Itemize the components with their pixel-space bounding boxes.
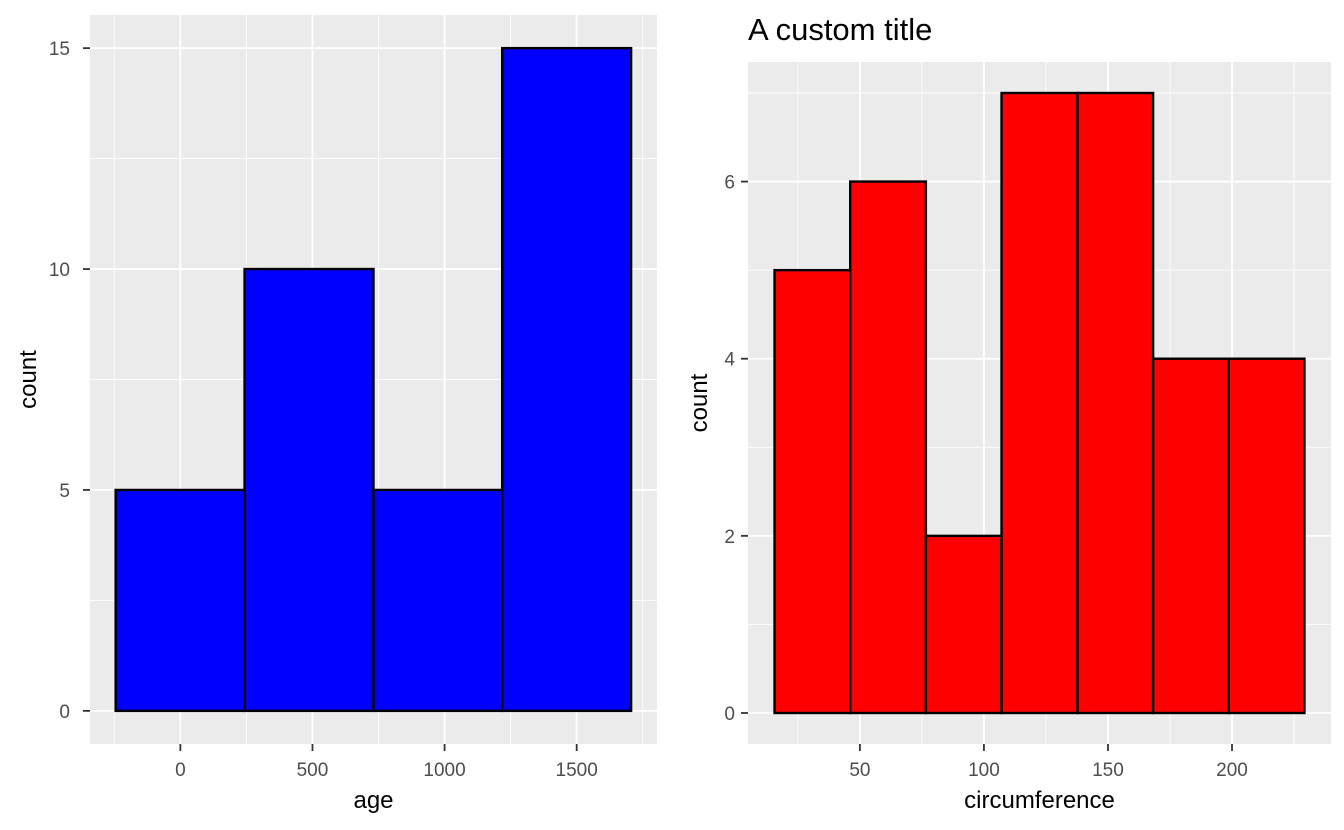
y-axis-title: count xyxy=(15,350,42,409)
histogram-bar xyxy=(1151,357,1230,715)
histogram-bar xyxy=(500,46,633,713)
plot-title: A custom title xyxy=(748,12,932,47)
x-tick-label: 0 xyxy=(175,760,186,781)
y-tick-label: 5 xyxy=(59,481,70,502)
x-tick-label: 100 xyxy=(968,760,1000,781)
histogram-bar xyxy=(114,488,246,713)
histogram-bar xyxy=(1000,91,1079,715)
histogram-bar xyxy=(849,180,928,715)
x-tick-label: 500 xyxy=(297,760,329,781)
y-tick-label: 0 xyxy=(724,704,735,725)
histogram-bar xyxy=(243,267,375,713)
age-histogram-panel: 0 5 10 15 0 500 1000 1500 age count xyxy=(15,15,657,814)
x-tick-label: 50 xyxy=(849,760,870,781)
histogram-bar xyxy=(773,268,852,715)
y-axis-title: count xyxy=(686,373,713,432)
x-tick-label: 1000 xyxy=(423,760,465,781)
histogram-bar xyxy=(1076,91,1155,715)
x-tick-label: 200 xyxy=(1216,760,1248,781)
y-tick-label: 15 xyxy=(49,39,70,60)
x-tick-label: 150 xyxy=(1092,760,1124,781)
x-axis-title: circumference xyxy=(964,787,1115,814)
x-axis-title: age xyxy=(353,787,393,814)
circumference-histogram-panel: A custom title 0 2 4 6 50 100 150 200 circumfere… xyxy=(686,12,1331,814)
histogram-bar xyxy=(372,488,504,713)
y-tick-label: 2 xyxy=(724,527,735,548)
y-tick-label: 6 xyxy=(724,173,735,194)
x-tick-label: 1500 xyxy=(556,760,598,781)
y-tick-label: 10 xyxy=(49,260,70,281)
y-tick-label: 0 xyxy=(59,702,70,723)
histogram-bar xyxy=(924,534,1003,715)
y-tick-label: 4 xyxy=(724,350,735,371)
histogram-bar xyxy=(1227,357,1306,715)
